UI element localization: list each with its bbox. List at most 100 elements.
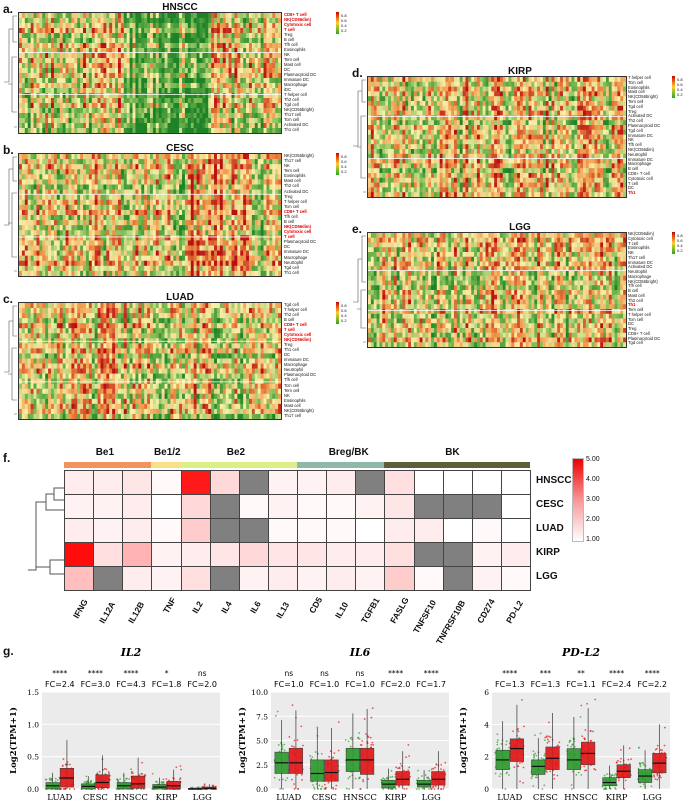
jitter-point	[648, 767, 651, 770]
jitter-point	[608, 778, 611, 781]
jitter-point	[169, 788, 172, 790]
jitter-point	[531, 772, 534, 775]
jitter-point	[581, 735, 584, 738]
jitter-point	[274, 714, 277, 717]
jitter-point	[280, 743, 283, 746]
box-tumor	[166, 780, 181, 790]
jitter-point	[142, 788, 145, 790]
colorbar-tick: 4.00	[586, 476, 600, 483]
jitter-point	[132, 783, 134, 786]
jitter-point	[567, 753, 570, 756]
jitter-point	[380, 781, 383, 784]
jitter-point	[570, 788, 573, 790]
jitter-point	[508, 746, 511, 749]
jitter-point	[90, 788, 93, 790]
jitter-point	[496, 733, 499, 736]
jitter-point	[604, 788, 607, 790]
jitter-point	[203, 783, 206, 786]
row-label: Tcm cell	[628, 79, 644, 85]
box-normal	[45, 782, 60, 790]
jitter-point	[532, 760, 535, 763]
jitter-point	[580, 704, 583, 707]
jitter-point	[321, 768, 324, 771]
jitter-point	[580, 759, 583, 761]
x-tick-label: CESC	[312, 793, 337, 803]
jitter-point	[204, 788, 207, 790]
jitter-point	[543, 784, 546, 787]
jitter-point	[364, 758, 367, 761]
jitter-point	[383, 785, 386, 788]
significance-label: ****	[388, 669, 403, 678]
significance-label: ****	[52, 669, 67, 678]
panel-b-heatmap	[18, 153, 282, 277]
jitter-point	[603, 788, 606, 790]
jitter-point	[361, 739, 364, 742]
jitter-point	[400, 765, 403, 767]
jitter-point	[608, 773, 611, 775]
jitter-point	[398, 766, 401, 769]
jitter-point	[132, 775, 135, 778]
jitter-point	[653, 774, 655, 777]
row-label: Immature DC	[628, 259, 653, 265]
row-label: CESC	[536, 499, 564, 510]
jitter-point	[428, 784, 431, 787]
jitter-point	[402, 783, 405, 786]
jitter-point	[408, 766, 411, 769]
jitter-point	[178, 788, 180, 790]
heatmap-cell	[413, 470, 444, 495]
jitter-point	[363, 718, 366, 720]
jitter-point	[289, 768, 291, 771]
jitter-point	[402, 777, 404, 780]
row-label: Immature DC	[628, 132, 653, 138]
jitter-point	[211, 786, 214, 788]
jitter-point	[584, 769, 586, 772]
jitter-point	[209, 786, 212, 789]
y-tick-label: 5.0	[256, 737, 268, 746]
row-label: Neutrophil	[284, 367, 304, 373]
jitter-point	[165, 781, 168, 784]
jitter-point	[432, 785, 435, 788]
jitter-point	[291, 704, 294, 707]
jitter-point	[345, 787, 348, 790]
jitter-point	[552, 769, 554, 772]
fold-change-label: FC=1.3	[495, 680, 525, 689]
jitter-point	[81, 786, 83, 789]
jitter-point	[300, 773, 303, 776]
jitter-point	[512, 751, 515, 754]
row-label: Activated DC	[628, 264, 653, 270]
jitter-point	[291, 778, 293, 781]
jitter-point	[212, 788, 214, 790]
jitter-point	[609, 784, 612, 787]
jitter-point	[621, 773, 624, 776]
jitter-point	[548, 767, 551, 770]
jitter-point	[194, 787, 197, 790]
jitter-point	[555, 762, 558, 765]
jitter-point	[432, 767, 435, 770]
jitter-point	[70, 777, 73, 780]
box-tumor	[509, 738, 524, 762]
jitter-point	[663, 726, 666, 729]
jitter-point	[628, 770, 631, 773]
jitter-point	[293, 745, 295, 748]
jitter-point	[623, 763, 626, 766]
jitter-point	[509, 756, 511, 759]
jitter-point	[131, 777, 134, 780]
jitter-point	[405, 788, 408, 790]
jitter-point	[334, 777, 337, 780]
heatmap-cell	[122, 518, 153, 543]
row-label: NK	[628, 250, 634, 255]
jitter-point	[320, 752, 323, 755]
jitter-point	[605, 780, 608, 783]
jitter-point	[168, 788, 171, 790]
jitter-point	[280, 741, 283, 744]
jitter-point	[153, 788, 156, 790]
row-label: CD8+ T cell	[284, 322, 307, 328]
box-tumor	[545, 746, 560, 770]
jitter-point	[97, 776, 99, 779]
jitter-point	[351, 764, 354, 767]
row-label: Mast cell	[284, 62, 301, 67]
jitter-point	[417, 769, 419, 772]
jitter-point	[174, 788, 176, 790]
y-tick-label: 0	[484, 785, 489, 794]
row-label: Eosinophils	[284, 397, 306, 403]
